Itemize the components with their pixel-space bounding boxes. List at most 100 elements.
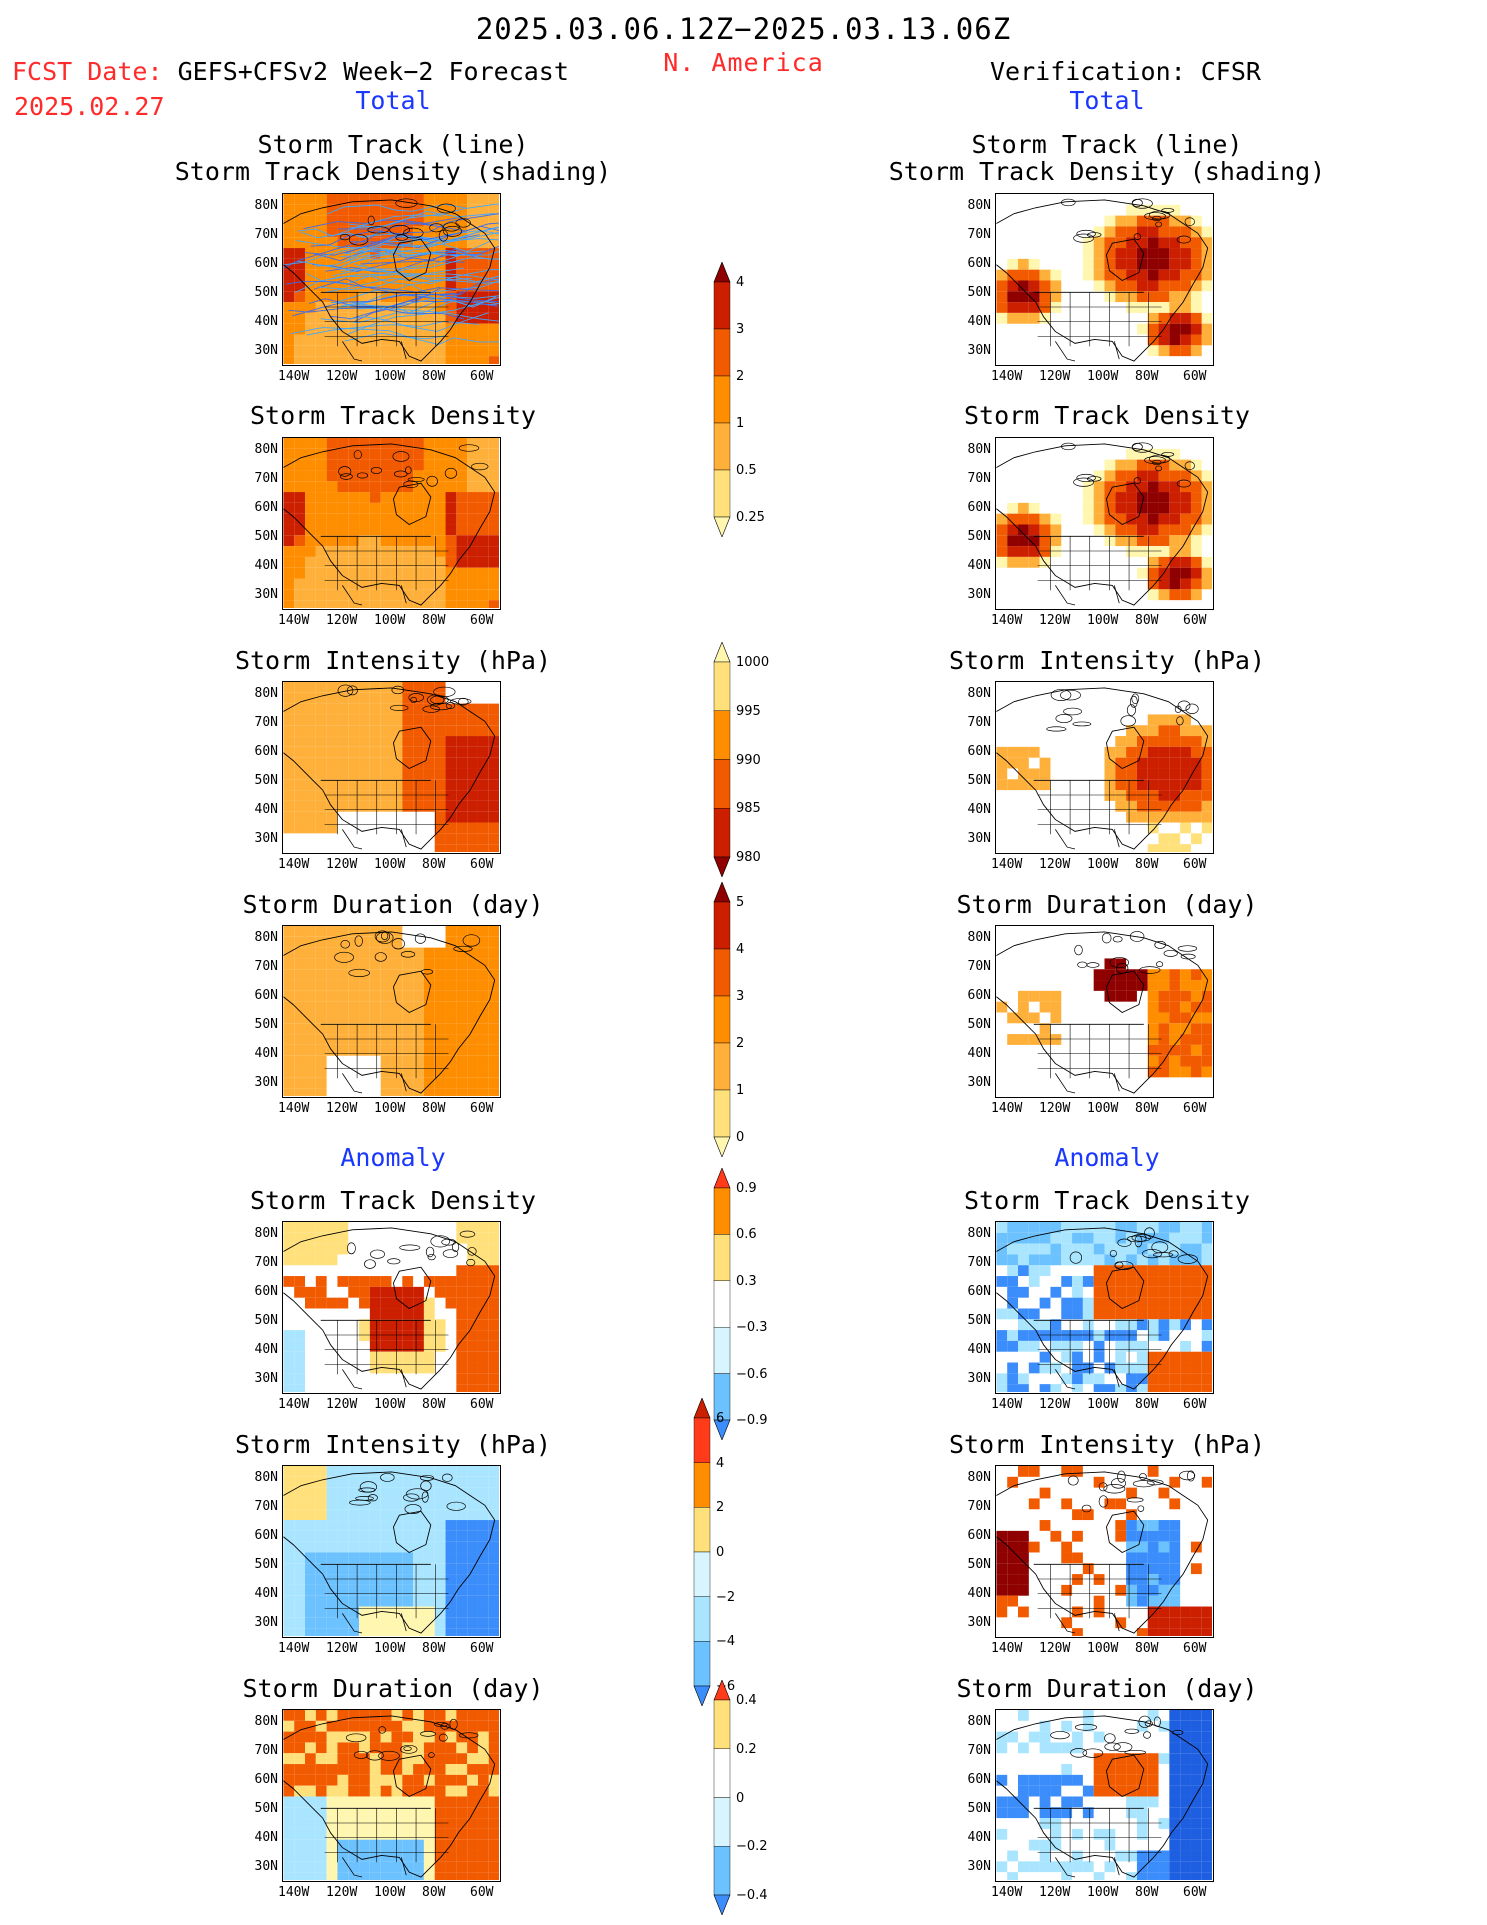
lat-tick-label: 40N <box>254 1046 278 1061</box>
lon-tick-label: 120W <box>1039 613 1071 628</box>
colorbar-tick-label: 6 <box>716 1411 725 1426</box>
lat-tick-label: 70N <box>967 959 991 974</box>
lon-tick-label: 100W <box>374 1101 406 1116</box>
colorbar-tick-label: 2 <box>736 1036 745 1051</box>
lat-tick-label: 40N <box>967 1046 991 1061</box>
lat-tick-label: 60N <box>254 1772 278 1787</box>
lat-tick-label: 60N <box>254 500 278 515</box>
map-density-anomaly-verif <box>995 1221 1214 1394</box>
map-canvas <box>996 1710 1213 1881</box>
lon-tick-label: 60W <box>470 1101 494 1116</box>
colorbar-tick-label: 4 <box>716 1455 725 1471</box>
title-storm-duration-anom-verif: Storm Duration (day) <box>956 1674 1258 1703</box>
map-canvas <box>283 438 500 609</box>
lat-tick-label: 70N <box>967 1743 991 1758</box>
lat-tick-label: 70N <box>254 227 278 242</box>
section-total-verification: Total <box>1069 86 1145 115</box>
lat-tick-label: 70N <box>967 715 991 730</box>
colorbar-duration-total: 5 4 3 2 1 0 <box>712 882 744 1157</box>
lon-tick-label: 100W <box>374 1885 406 1900</box>
colorbar-tick-label: 0.9 <box>736 1181 757 1196</box>
title-storm-track-density-shading-verif: Storm Track Density (shading) <box>888 157 1326 186</box>
lon-tick-label: 80W <box>422 1885 446 1900</box>
lon-tick-label: 140W <box>991 613 1023 628</box>
lat-tick-label: 70N <box>254 715 278 730</box>
lat-tick-label: 30N <box>967 1075 991 1090</box>
lon-tick-label: 100W <box>1087 613 1119 628</box>
lat-tick-label: 40N <box>254 314 278 329</box>
lat-tick-label: 40N <box>254 558 278 573</box>
lon-tick-label: 120W <box>1039 1885 1071 1900</box>
lat-tick-label: 30N <box>254 587 278 602</box>
lon-tick-label: 120W <box>326 857 358 872</box>
lon-tick-label: 140W <box>278 857 310 872</box>
lat-tick-label: 50N <box>254 1313 278 1328</box>
lon-tick-label: 140W <box>278 369 310 384</box>
lon-tick-label: 60W <box>1183 613 1207 628</box>
lat-tick-label: 70N <box>967 471 991 486</box>
colorbar-tick-label: 985 <box>736 801 761 817</box>
map-canvas <box>283 682 500 853</box>
lon-tick-label: 120W <box>326 1397 358 1412</box>
lat-tick-label: 70N <box>254 471 278 486</box>
lon-tick-label: 100W <box>374 613 406 628</box>
lat-tick-label: 30N <box>967 1371 991 1386</box>
lat-tick-label: 30N <box>967 831 991 846</box>
colorbar-tick-label: 5 <box>736 895 745 910</box>
lon-tick-label: 140W <box>991 369 1023 384</box>
map-density-anomaly-fcst <box>282 1221 501 1394</box>
lat-tick-label: 80N <box>254 1226 278 1241</box>
lat-tick-label: 30N <box>967 1859 991 1874</box>
colorbar-tick-label: 4 <box>736 275 745 290</box>
colorbar-tick-label: 0.5 <box>736 463 757 478</box>
title-storm-duration-verif: Storm Duration (day) <box>956 890 1258 919</box>
map-canvas <box>283 926 500 1097</box>
lon-tick-label: 80W <box>422 369 446 384</box>
lon-tick-label: 140W <box>278 1885 310 1900</box>
lon-tick-label: 140W <box>278 1397 310 1412</box>
title-storm-track-density-verif: Storm Track Density <box>964 401 1250 430</box>
map-storm-intensity-fcst <box>282 681 501 854</box>
colorbar-intensity-anomaly: 6 4 2 0 −2 −4 −6 <box>692 1398 735 1706</box>
map-canvas <box>996 442 1213 606</box>
map-duration-anomaly-verif <box>995 1709 1214 1882</box>
lat-tick-label: 30N <box>254 831 278 846</box>
lat-tick-label: 60N <box>254 256 278 271</box>
lon-tick-label: 140W <box>991 1397 1023 1412</box>
date-range-title: 2025.03.06.12Z−2025.03.13.06Z <box>475 12 1012 46</box>
colorbar-tick-label: 990 <box>736 752 761 768</box>
lon-tick-label: 80W <box>422 1641 446 1656</box>
lon-tick-label: 60W <box>1183 1885 1207 1900</box>
lon-tick-label: 100W <box>374 1397 406 1412</box>
lon-tick-label: 140W <box>991 857 1023 872</box>
colorbar-tick-label: 3 <box>736 989 745 1004</box>
lat-tick-label: 50N <box>967 529 991 544</box>
lat-tick-label: 50N <box>967 1801 991 1816</box>
title-storm-track-line-fcst: Storm Track (line) <box>257 130 529 159</box>
title-storm-intensity-anom-fcst: Storm Intensity (hPa) <box>234 1430 552 1459</box>
lat-tick-label: 40N <box>254 802 278 817</box>
title-storm-intensity-anom-verif: Storm Intensity (hPa) <box>948 1430 1266 1459</box>
lat-tick-label: 30N <box>254 343 278 358</box>
lon-tick-label: 120W <box>326 1885 358 1900</box>
lat-tick-label: 30N <box>254 1075 278 1090</box>
lon-tick-label: 100W <box>1087 1641 1119 1656</box>
title-storm-track-density-shading-fcst: Storm Track Density (shading) <box>174 157 612 186</box>
title-storm-track-density-anom-verif: Storm Track Density <box>964 1186 1250 1215</box>
lat-tick-label: 80N <box>967 198 991 213</box>
colorbar-tick-label: 3 <box>736 322 745 337</box>
map-duration-anomaly-fcst <box>282 1709 501 1882</box>
title-storm-duration-anom-fcst: Storm Duration (day) <box>242 1674 544 1703</box>
lon-tick-label: 80W <box>1135 1641 1159 1656</box>
lon-tick-label: 80W <box>1135 857 1159 872</box>
lat-tick-label: 80N <box>254 1714 278 1729</box>
lon-tick-label: 140W <box>278 1641 310 1656</box>
lat-tick-label: 70N <box>254 1499 278 1514</box>
lon-tick-label: 140W <box>278 613 310 628</box>
title-storm-track-density-anom-fcst: Storm Track Density <box>250 1186 536 1215</box>
map-storm-track-verif <box>995 193 1214 366</box>
colorbar-tick-label: 0 <box>736 1790 745 1806</box>
lat-tick-label: 80N <box>967 442 991 457</box>
lat-tick-label: 60N <box>967 1772 991 1787</box>
map-canvas <box>996 687 1213 853</box>
